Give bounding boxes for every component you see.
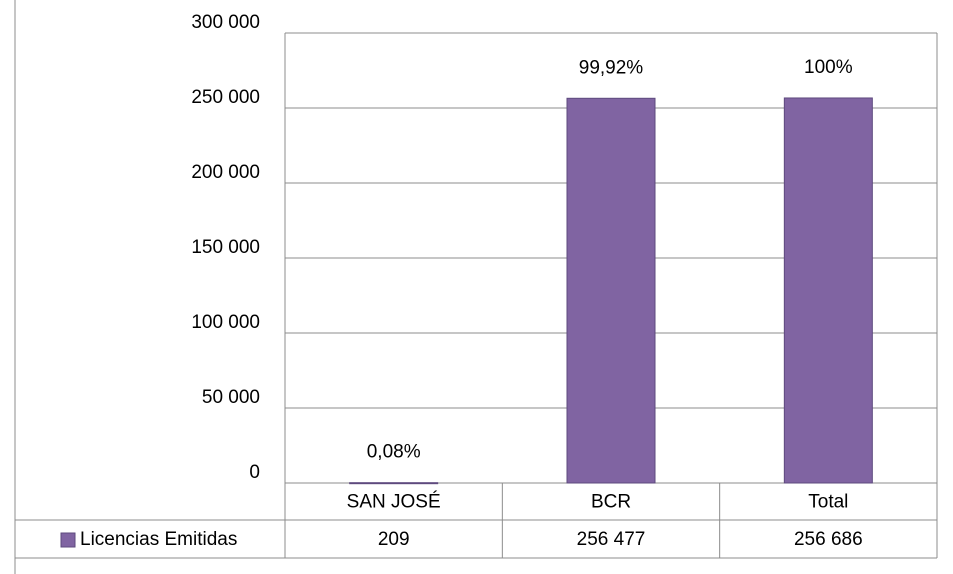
y-tick-label: 150 000 — [191, 237, 260, 258]
table-value: 256 686 — [794, 529, 863, 550]
y-tick-label: 50 000 — [202, 387, 260, 408]
data-label: 0,08% — [367, 442, 421, 463]
data-label: 100% — [804, 57, 853, 78]
bar — [349, 482, 439, 485]
bar — [783, 97, 873, 484]
y-tick-label: 250 000 — [191, 87, 260, 108]
data-label: 99,92% — [579, 57, 644, 78]
legend-swatch — [60, 532, 76, 548]
bar — [566, 97, 656, 484]
y-tick-label: 300 000 — [191, 12, 260, 33]
table-value: 256 477 — [577, 529, 646, 550]
x-tick-label: SAN JOSÉ — [347, 492, 441, 513]
table-value: 209 — [378, 529, 410, 550]
x-tick-label: Total — [808, 492, 848, 513]
x-tick-label: BCR — [591, 492, 631, 513]
y-tick-label: 0 — [249, 462, 260, 483]
y-tick-label: 100 000 — [191, 312, 260, 333]
y-tick-label: 200 000 — [191, 162, 260, 183]
legend-label: Licencias Emitidas — [80, 529, 237, 550]
